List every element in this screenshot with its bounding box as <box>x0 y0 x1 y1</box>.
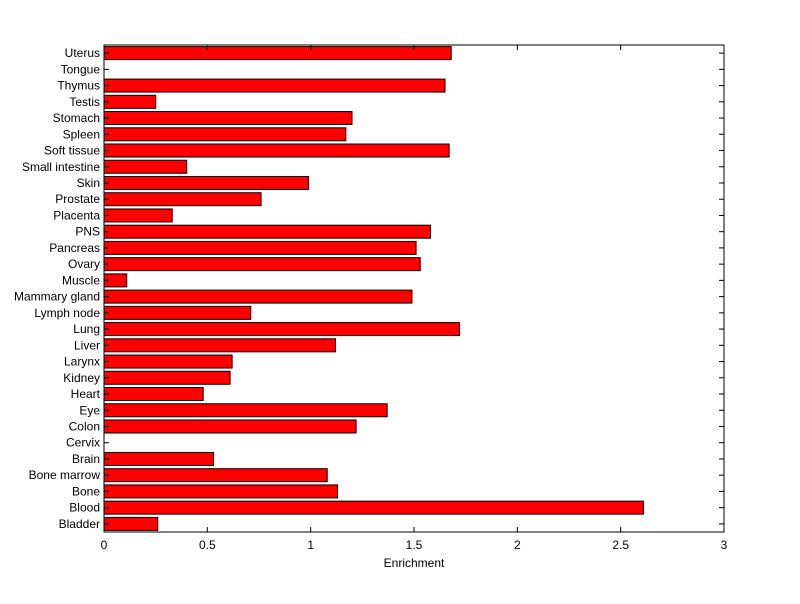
x-tick-label: 2.5 <box>612 538 629 552</box>
bar-pancreas <box>103 240 417 255</box>
bar-lung <box>103 322 460 337</box>
x-tick-label: 0 <box>101 538 108 552</box>
x-tick-label: 3 <box>721 538 728 552</box>
y-tick-label: Prostate <box>55 192 100 206</box>
x-tick-label: 1.5 <box>406 538 423 552</box>
y-tick-label: Bladder <box>59 517 100 531</box>
y-tick-label: Ovary <box>68 257 100 271</box>
y-tick-label: Skin <box>77 176 100 190</box>
bar-blood <box>103 500 644 515</box>
bar-stomach <box>103 111 353 126</box>
y-tick-label: Testis <box>69 95 100 109</box>
bar-soft-tissue <box>103 143 450 158</box>
bar-uterus <box>103 46 452 61</box>
x-tick-label: 0.5 <box>199 538 216 552</box>
y-tick-label: Cervix <box>66 436 100 450</box>
y-tick-label: Bone marrow <box>29 468 101 482</box>
y-tick-label: Uterus <box>65 46 100 60</box>
bar-larynx <box>103 354 233 369</box>
bars-layer <box>103 46 644 531</box>
y-tick-label: Eye <box>79 403 100 417</box>
y-tick-label: Heart <box>71 387 101 401</box>
y-tick-label: Soft tissue <box>44 144 100 158</box>
y-tick-label: Stomach <box>53 111 100 125</box>
bar-skin <box>103 175 310 190</box>
y-tick-label: Spleen <box>63 127 100 141</box>
y-tick-label: Larynx <box>64 355 100 369</box>
y-tick-label: Lymph node <box>34 306 100 320</box>
y-tick-label: Thymus <box>57 79 100 93</box>
bar-pns <box>103 224 432 239</box>
y-tick-label: Pancreas <box>49 241 100 255</box>
bar-brain <box>103 451 215 466</box>
y-tick-label: PNS <box>75 225 100 239</box>
bar-small-intestine <box>103 159 188 174</box>
x-axis-label: Enrichment <box>384 556 445 570</box>
bar-colon <box>103 419 357 434</box>
bar-liver <box>103 338 336 353</box>
bar-bone <box>103 484 339 499</box>
bar-kidney <box>103 370 231 385</box>
bar-bladder <box>103 516 159 531</box>
plot-area <box>103 44 725 533</box>
bar-prostate <box>103 192 262 207</box>
y-tick-label: Bone <box>72 484 100 498</box>
x-tick-label: 1 <box>307 538 314 552</box>
bar-placenta <box>103 208 173 223</box>
y-tick-label: Blood <box>69 501 100 515</box>
y-tick-label: Lung <box>73 322 100 336</box>
y-tick-label: Tongue <box>61 62 101 76</box>
bar-thymus <box>103 78 446 93</box>
y-tick-label: Brain <box>72 452 100 466</box>
bar-testis <box>103 94 157 109</box>
x-axis: 0 0.5 1 1.5 2 2.5 3 <box>101 45 728 552</box>
bar-eye <box>103 403 388 418</box>
y-tick-label: Mammary gland <box>14 290 100 304</box>
y-tick-label: Placenta <box>53 208 100 222</box>
y-tick-label: Colon <box>69 419 100 433</box>
y-tick-label: Liver <box>74 338 100 352</box>
y-axis: Bladder Blood Bone Bone marrow Brain Cervix Co… <box>14 46 724 531</box>
y-tick-label: Small intestine <box>22 160 100 174</box>
bar-ovary <box>103 257 421 272</box>
bar-lymph-node <box>103 305 252 320</box>
y-tick-label: Kidney <box>63 371 100 385</box>
bar-mammary-gland <box>103 289 413 304</box>
bar-heart <box>103 387 204 402</box>
x-tick-label: 2 <box>514 538 521 552</box>
bar-bone-marrow <box>103 468 328 483</box>
bar-spleen <box>103 127 347 142</box>
y-tick-label: Muscle <box>62 273 100 287</box>
